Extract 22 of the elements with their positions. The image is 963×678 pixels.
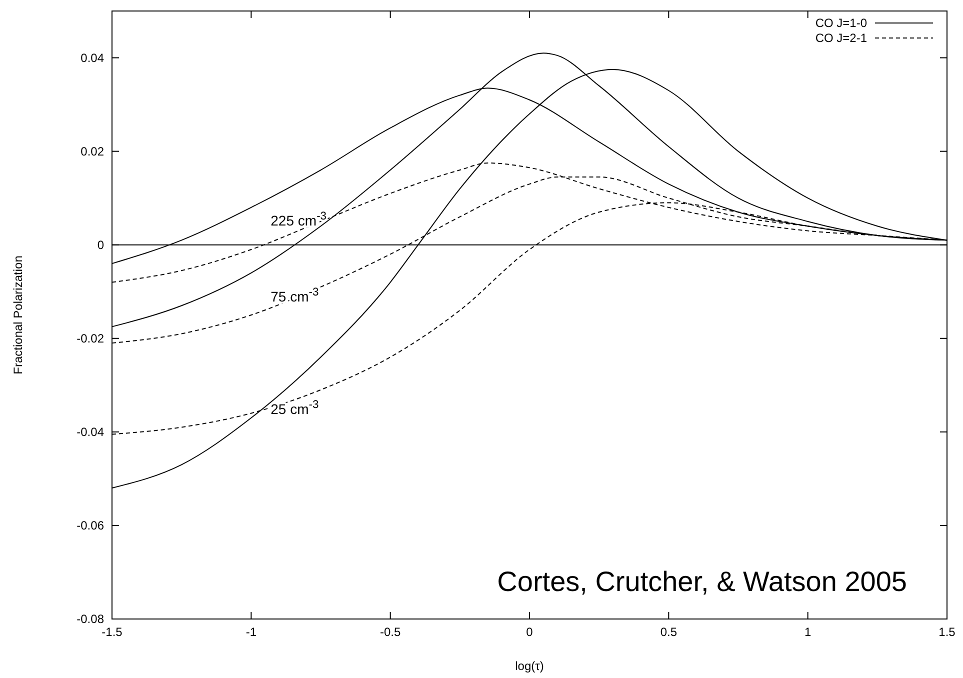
legend-label: CO J=1-0 [815,16,868,30]
annotation: 25 cm$^{-3}$ [270,399,319,418]
x-tick-label: 1 [804,625,812,639]
y-tick-label: -0.02 [76,332,104,346]
y-tick-label: 0.02 [80,144,104,159]
x-axis-title: log(τ) [515,659,544,673]
y-tick-label: 0.04 [80,50,104,65]
x-tick-label: -1.5 [102,625,123,639]
x-tick-label: 0.5 [660,625,678,639]
y-tick-label: -0.04 [76,425,104,440]
x-tick-label: 0 [526,625,534,639]
x-tick-label: 1.5 [938,625,956,639]
x-tick-label: -0.5 [380,625,401,639]
x-tick-label: -1 [246,625,257,639]
legend-label: CO J=2-1 [815,31,868,46]
annotation: 75 cm$^{-3}$ [270,286,319,305]
annotation: Cortes, Crutcher, & Watson 2005 [497,566,907,597]
annotation: 225 cm$^{-3}$ [270,210,327,229]
y-tick-label: -0.08 [76,612,104,626]
y-axis-title: Fractional Polarization [11,256,25,374]
y-tick-label: -0.06 [76,518,104,533]
y-tick-label: 0 [97,238,104,252]
